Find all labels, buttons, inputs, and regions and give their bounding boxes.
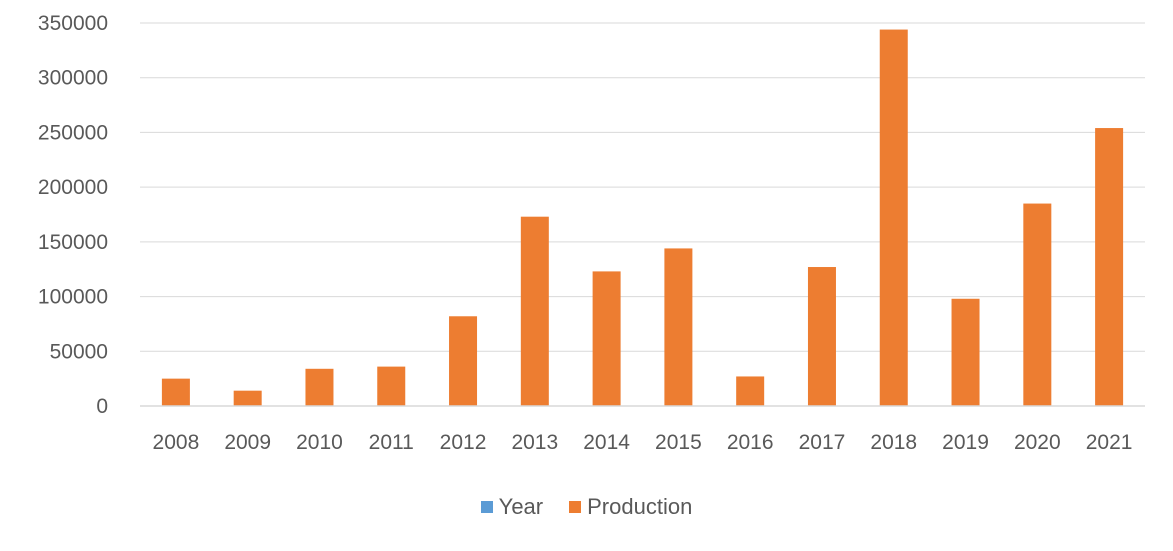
y-tick-label: 250000 — [38, 121, 108, 144]
bar-production-2011 — [377, 366, 406, 406]
x-tick-label: 2014 — [583, 431, 630, 454]
bar-production-2017 — [807, 267, 836, 406]
x-tick-label: 2012 — [440, 431, 487, 454]
bar-production-2018 — [879, 29, 908, 407]
y-tick-label: 100000 — [38, 286, 108, 309]
x-tick-label: 2017 — [799, 431, 846, 454]
legend: Year Production — [0, 494, 1173, 520]
bar-production-2010 — [305, 368, 334, 406]
bar-production-2009 — [233, 390, 262, 406]
bar-production-2015 — [664, 248, 693, 406]
x-tick-label: 2010 — [296, 431, 343, 454]
bar-production-2020 — [1023, 203, 1052, 406]
x-axis-ticks: 2008 2009 2010 2011 2012 2013 2014 2015 2016 2017… — [153, 431, 1133, 454]
gridlines — [140, 22, 1145, 352]
legend-label-year: Year — [498, 494, 544, 519]
legend-swatch-production — [569, 501, 582, 513]
x-tick-label: 2018 — [870, 431, 917, 454]
x-tick-label: 2016 — [727, 431, 774, 454]
x-tick-label: 2009 — [224, 431, 271, 454]
y-tick-label: 0 — [96, 395, 108, 418]
bar-production-2008 — [161, 378, 190, 406]
bar-production-2014 — [592, 271, 621, 406]
y-tick-label: 300000 — [38, 67, 108, 90]
y-axis-ticks: 0 50000 100000 150000 200000 250000 300000 3500… — [38, 12, 108, 418]
legend-swatch-year — [480, 501, 493, 513]
y-tick-label: 200000 — [38, 176, 108, 199]
x-tick-label: 2021 — [1086, 431, 1133, 454]
bar-production-2013 — [520, 216, 549, 406]
y-tick-label: 50000 — [50, 340, 108, 363]
bar-production-2012 — [449, 316, 478, 406]
legend-label-production: Production — [587, 494, 693, 519]
y-tick-label: 350000 — [38, 12, 108, 35]
bar-production-2016 — [736, 376, 765, 406]
x-tick-label: 2011 — [369, 431, 414, 454]
x-tick-label: 2015 — [655, 431, 702, 454]
bars — [161, 29, 1124, 407]
x-tick-label: 2019 — [942, 431, 989, 454]
legend-item-production: Production — [569, 494, 692, 520]
bar-production-2021 — [1095, 128, 1124, 406]
x-tick-label: 2020 — [1014, 431, 1061, 454]
bar-production-2019 — [951, 298, 980, 406]
x-tick-label: 2008 — [153, 431, 200, 454]
legend-item-year: Year — [480, 494, 544, 520]
y-tick-label: 150000 — [38, 231, 108, 254]
x-tick-label: 2013 — [511, 431, 558, 454]
